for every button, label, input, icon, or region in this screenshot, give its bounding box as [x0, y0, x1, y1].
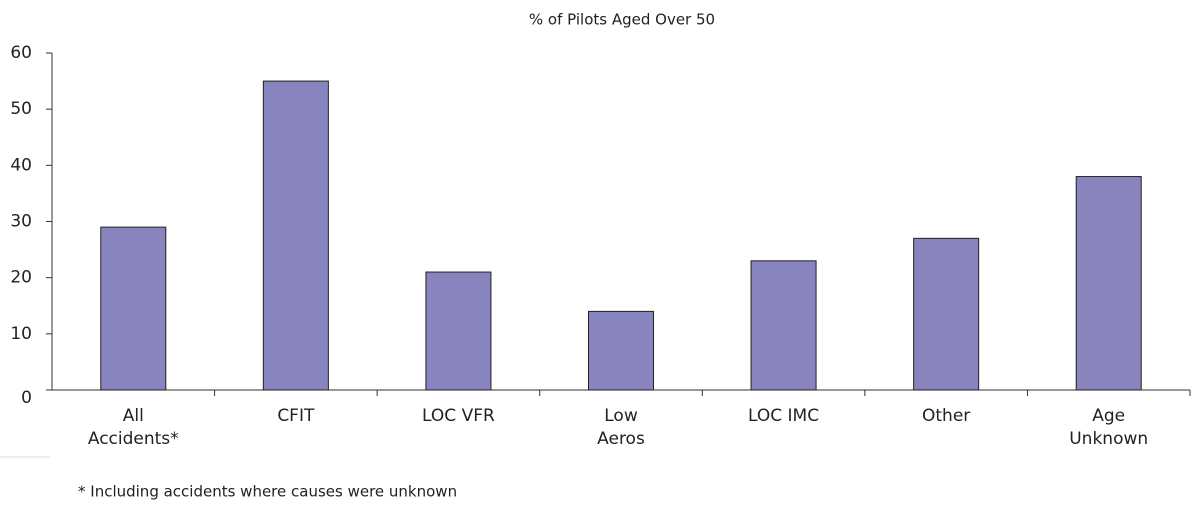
y-tick-label: 10 — [10, 324, 32, 344]
y-tick-label: 50 — [10, 99, 32, 119]
footnote: * Including accidents where causes were … — [78, 483, 457, 501]
x-tick-label: LOC VFR — [422, 406, 495, 426]
chart-title: % of Pilots Aged Over 50 — [529, 11, 715, 29]
y-tick-label: 0 — [21, 388, 32, 408]
bar — [587, 310, 655, 391]
y-tick-label: 40 — [10, 155, 32, 175]
x-tick-label: All Accidents* — [87, 406, 179, 449]
y-tick-label: 60 — [10, 43, 32, 63]
x-tick-label: Other — [922, 406, 971, 426]
bar — [100, 226, 167, 391]
y-tick-label: 20 — [10, 268, 32, 288]
bar — [750, 260, 817, 391]
x-tick-label: Age Unknown — [1069, 406, 1149, 449]
bar — [913, 237, 980, 391]
bar — [425, 271, 492, 391]
bar — [262, 80, 329, 391]
x-tick-label: LOC IMC — [748, 406, 820, 426]
y-tick-label: 30 — [10, 212, 32, 232]
x-tick-label: CFIT — [277, 406, 315, 426]
bar — [1075, 176, 1142, 391]
x-tick-label: Low Aeros — [597, 406, 645, 449]
